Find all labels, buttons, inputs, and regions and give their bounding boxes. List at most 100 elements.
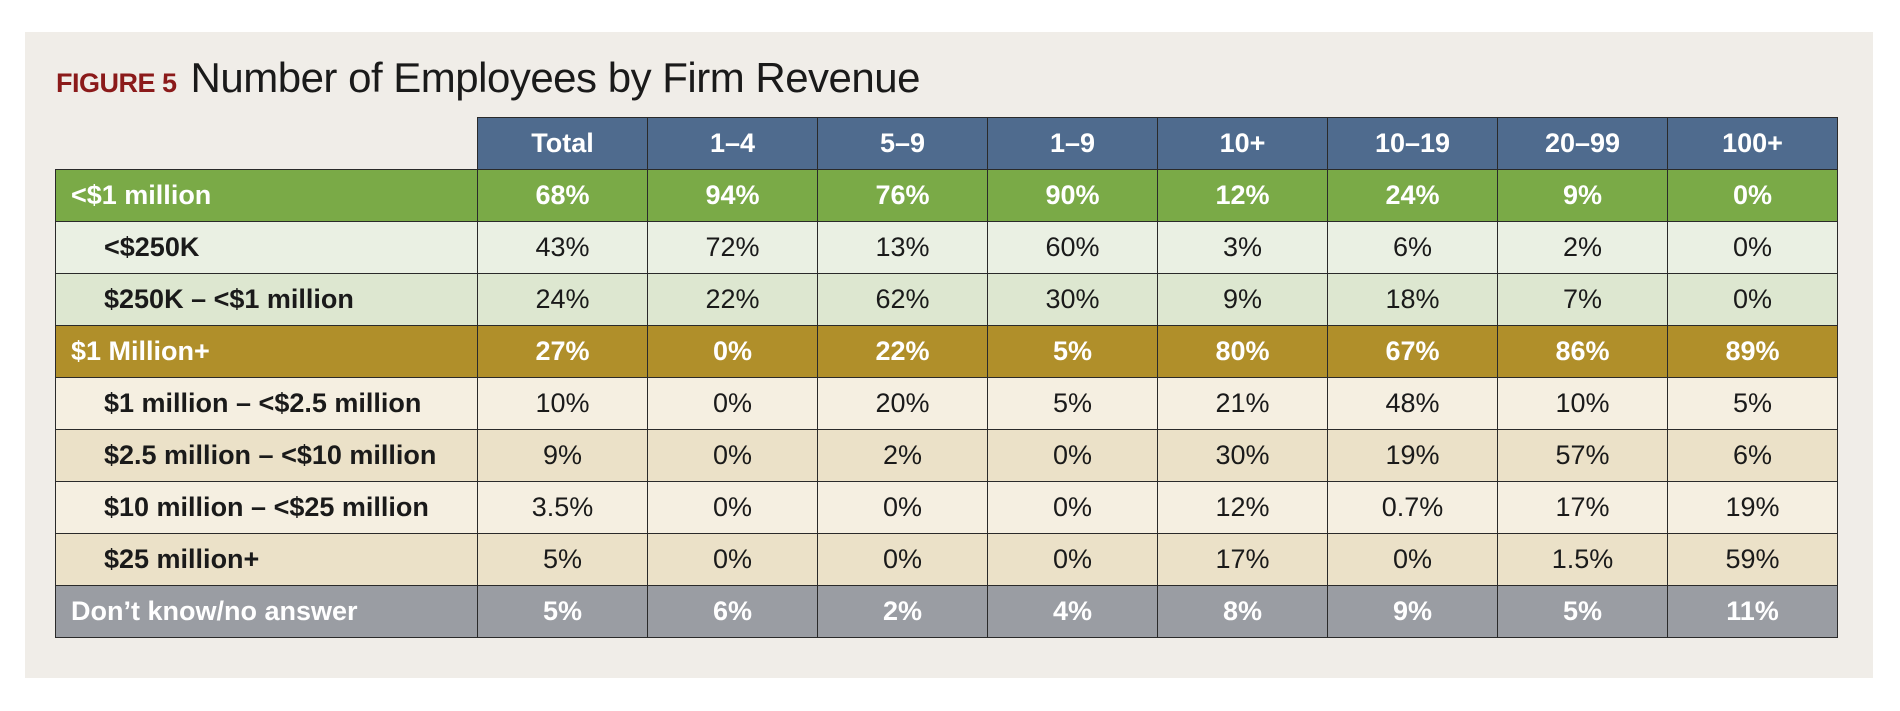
table-cell: 62%	[817, 273, 988, 326]
table-cell: 2%	[1497, 221, 1668, 274]
table-cell: 5%	[477, 533, 648, 586]
table-cell: 2%	[817, 585, 988, 638]
table-cell: 48%	[1327, 377, 1498, 430]
table-cell: 9%	[1157, 273, 1328, 326]
table-cell: 22%	[647, 273, 818, 326]
table-cell: 89%	[1667, 325, 1838, 378]
table-cell: 30%	[987, 273, 1158, 326]
table-cell: 76%	[817, 169, 988, 222]
table-cell: 59%	[1667, 533, 1838, 586]
table-cell: 10%	[1497, 377, 1668, 430]
table-cell: 0%	[1327, 533, 1498, 586]
row-label: $1 million – <$2.5 million	[55, 377, 478, 430]
table-row-1m-to-2-5m: $1 million – <$2.5 million 10% 0% 20% 5%…	[55, 377, 1838, 430]
table-cell: 5%	[987, 377, 1158, 430]
table-cell: 0.7%	[1327, 481, 1498, 534]
table-cell: 0%	[987, 481, 1158, 534]
table-cell: 0%	[817, 481, 988, 534]
table-cell: 60%	[987, 221, 1158, 274]
table-cell: 1.5%	[1497, 533, 1668, 586]
table-cell: 0%	[1667, 221, 1838, 274]
table-cell: 2%	[817, 429, 988, 482]
table-cell: 80%	[1157, 325, 1328, 378]
column-header: Total	[477, 117, 648, 170]
table-cell: 3.5%	[477, 481, 648, 534]
figure-title: Number of Employees by Firm Revenue	[190, 54, 921, 101]
table-cell: 6%	[1327, 221, 1498, 274]
figure-title-bar: FIGURE 5 Number of Employees by Firm Rev…	[56, 54, 921, 114]
table-cell: 8%	[1157, 585, 1328, 638]
corner-cell	[55, 117, 478, 170]
table-row-1m-plus: $1 Million+ 27% 0% 22% 5% 80% 67% 86% 89…	[55, 325, 1838, 378]
table-cell: 9%	[1497, 169, 1668, 222]
table-cell: 0%	[647, 481, 818, 534]
table-row-under-1m: <$1 million 68% 94% 76% 90% 12% 24% 9% 0…	[55, 169, 1838, 222]
table-cell: 57%	[1497, 429, 1668, 482]
table-cell: 9%	[477, 429, 648, 482]
table-cell: 9%	[1327, 585, 1498, 638]
row-label: $2.5 million – <$10 million	[55, 429, 478, 482]
table-cell: 68%	[477, 169, 648, 222]
table-cell: 7%	[1497, 273, 1668, 326]
table-cell: 27%	[477, 325, 648, 378]
table-cell: 17%	[1497, 481, 1668, 534]
table-cell: 0%	[647, 377, 818, 430]
table-cell: 67%	[1327, 325, 1498, 378]
column-header: 1–4	[647, 117, 818, 170]
table-cell: 4%	[987, 585, 1158, 638]
row-label: <$250K	[55, 221, 478, 274]
table-row-dont-know: Don’t know/no answer 5% 6% 2% 4% 8% 9% 5…	[55, 585, 1838, 638]
row-label: Don’t know/no answer	[55, 585, 478, 638]
figure-label: FIGURE 5	[56, 68, 177, 98]
table-cell: 5%	[1497, 585, 1668, 638]
table-cell: 0%	[647, 533, 818, 586]
table-cell: 13%	[817, 221, 988, 274]
table-cell: 5%	[477, 585, 648, 638]
table-cell: 94%	[647, 169, 818, 222]
table-cell: 0%	[647, 325, 818, 378]
row-label: $10 million – <$25 million	[55, 481, 478, 534]
column-header: 5–9	[817, 117, 988, 170]
table-cell: 5%	[987, 325, 1158, 378]
row-label: $25 million+	[55, 533, 478, 586]
table-cell: 24%	[477, 273, 648, 326]
table-cell: 6%	[1667, 429, 1838, 482]
table-cell: 19%	[1667, 481, 1838, 534]
table-cell: 5%	[1667, 377, 1838, 430]
column-header: 100+	[1667, 117, 1838, 170]
table-cell: 12%	[1157, 169, 1328, 222]
table-row-250k-to-1m: $250K – <$1 million 24% 22% 62% 30% 9% 1…	[55, 273, 1838, 326]
table-cell: 22%	[817, 325, 988, 378]
table-cell: 0%	[987, 429, 1158, 482]
column-header: 1–9	[987, 117, 1158, 170]
row-label: $250K – <$1 million	[55, 273, 478, 326]
column-header: 10–19	[1327, 117, 1498, 170]
table-cell: 86%	[1497, 325, 1668, 378]
column-header: 10+	[1157, 117, 1328, 170]
table-cell: 24%	[1327, 169, 1498, 222]
table-cell: 30%	[1157, 429, 1328, 482]
table-cell: 3%	[1157, 221, 1328, 274]
table-cell: 43%	[477, 221, 648, 274]
table-cell: 0%	[987, 533, 1158, 586]
table-cell: 0%	[1667, 273, 1838, 326]
row-label: <$1 million	[55, 169, 478, 222]
figure-panel: FIGURE 5 Number of Employees by Firm Rev…	[25, 32, 1873, 678]
column-header: 20–99	[1497, 117, 1668, 170]
table-cell: 21%	[1157, 377, 1328, 430]
header-row: Total 1–4 5–9 1–9 10+ 10–19 20–99 100+	[55, 117, 1838, 170]
table-cell: 17%	[1157, 533, 1328, 586]
table-cell: 12%	[1157, 481, 1328, 534]
table-cell: 19%	[1327, 429, 1498, 482]
table-row-under-250k: <$250K 43% 72% 13% 60% 3% 6% 2% 0%	[55, 221, 1838, 274]
table-row-10m-to-25m: $10 million – <$25 million 3.5% 0% 0% 0%…	[55, 481, 1838, 534]
data-table: Total 1–4 5–9 1–9 10+ 10–19 20–99 100+ <…	[55, 117, 1838, 638]
table-cell: 20%	[817, 377, 988, 430]
table-row-2-5m-to-10m: $2.5 million – <$10 million 9% 0% 2% 0% …	[55, 429, 1838, 482]
table-cell: 0%	[1667, 169, 1838, 222]
table-cell: 72%	[647, 221, 818, 274]
table-cell: 0%	[817, 533, 988, 586]
table-cell: 18%	[1327, 273, 1498, 326]
table-cell: 0%	[647, 429, 818, 482]
table-row-25m-plus: $25 million+ 5% 0% 0% 0% 17% 0% 1.5% 59%	[55, 533, 1838, 586]
